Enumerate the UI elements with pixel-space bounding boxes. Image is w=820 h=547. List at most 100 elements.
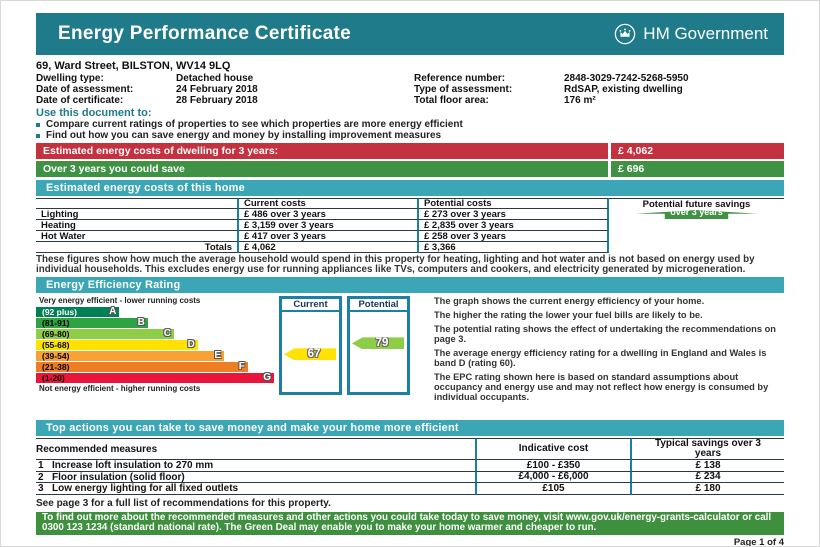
footer-text-post: (standard national rate). The Green Deal… — [107, 522, 597, 534]
bullet-text: Find out how you can save energy and mon… — [46, 129, 442, 141]
eer-paragraph: The average energy efficiency rating for… — [434, 348, 767, 369]
band-letter: E — [214, 350, 222, 362]
eer-paragraph: The higher the rating the lower your fue… — [434, 310, 703, 321]
savings-label: Over 3 years you could save — [36, 161, 608, 177]
action-row-measure: 3 Low energy lighting for all fixed outl… — [36, 483, 477, 495]
band-letter: C — [163, 328, 172, 340]
band-range: (92 plus) — [42, 307, 77, 318]
estimated-costs-label: Estimated energy costs of dwelling for 3… — [36, 143, 608, 159]
savings-house-arrow: You could save £ 696 over 3 years — [635, 206, 758, 219]
action-row-cost: £4,000 - £6,000 — [477, 472, 632, 484]
actions-header-cost: Indicative cost — [477, 438, 632, 461]
band-range: (81-91) — [42, 318, 70, 329]
costs-row-current: £ 3,159 over 3 years — [239, 220, 419, 231]
potential-rating-value: 79 — [375, 337, 389, 350]
current-rating-value: 67 — [307, 348, 321, 361]
action-number: 1 — [38, 460, 44, 472]
eer-band-b: (81-91) B — [36, 317, 148, 329]
costs-totals-label: Totals — [36, 242, 239, 253]
action-number: 3 — [38, 483, 44, 495]
costs-row-name: Lighting — [36, 209, 239, 220]
eer-description: The graph shows the current energy effic… — [410, 296, 784, 418]
eer-paragraph: The EPC rating shown here is based on st… — [434, 372, 769, 403]
action-row-savings: £ 138 — [632, 460, 784, 472]
bullet-square-icon — [36, 133, 40, 138]
action-number: 2 — [38, 471, 44, 483]
dwelling-type-label: Dwelling type: — [36, 73, 104, 84]
use-document-heading: Use this document to: — [36, 107, 152, 119]
eer-paragraph: The graph shows the current energy effic… — [434, 296, 705, 307]
page-number: Page 1 of 4 — [733, 536, 784, 547]
costs-row-name: Hot Water — [36, 231, 239, 242]
energy-efficiency-rating-section: Very energy efficient - lower running co… — [36, 296, 784, 418]
reference-number-value: 2848-3029-7242-5268-5950 — [564, 73, 689, 84]
action-row-savings: £ 180 — [632, 483, 784, 495]
arrow-line: over 3 years — [670, 206, 723, 217]
band-letter: B — [137, 317, 145, 329]
band-letter: D — [187, 339, 195, 351]
current-rating-column: Current 67 — [279, 296, 342, 396]
potential-column-header: Potential — [350, 299, 407, 313]
band-range: (1-20) — [42, 373, 65, 384]
band-range: (55-68) — [42, 340, 70, 351]
eer-paragraph: The potential rating shows the effect of… — [434, 324, 776, 345]
eer-bands: Very energy efficient - lower running co… — [36, 296, 274, 418]
action-measure: Low energy lighting for all fixed outlet… — [52, 483, 239, 495]
actions-header-savings: Typical savings over 3 years — [632, 438, 784, 461]
action-measure: Floor insulation (solid floor) — [52, 471, 185, 483]
costs-row-potential: £ 258 over 3 years — [419, 231, 609, 242]
certificate-header: Energy Performance Certificate HM Govern… — [36, 13, 784, 55]
certificate-date-label: Date of certificate: — [36, 95, 124, 106]
action-measure: Increase loft insulation to 270 mm — [52, 460, 214, 472]
action-row-measure: 2 Floor insulation (solid floor) — [36, 472, 477, 484]
bullet-text: Compare current ratings of properties to… — [46, 119, 463, 130]
assessment-type-value: RdSAP, existing dwelling — [564, 84, 683, 95]
costs-header-potential: Potential costs — [419, 198, 609, 209]
costs-note: These figures show how much the average … — [36, 254, 755, 276]
costs-header-future: Potential future savings — [609, 198, 784, 210]
eer-bottom-label: Not energy efficient - higher running co… — [39, 384, 201, 394]
certificate-date-value: 28 February 2018 — [176, 95, 258, 106]
floor-area-value: 176 m² — [564, 95, 596, 106]
section-actions-title: Top actions you can take to save money a… — [36, 420, 784, 437]
action-row-measure: 1 Increase loft insulation to 270 mm — [36, 460, 477, 472]
action-row-cost: £100 - £350 — [477, 460, 632, 472]
use-document-bullet: Compare current ratings of properties to… — [36, 119, 784, 131]
hm-government-logo: HM Government — [614, 23, 768, 45]
costs-totals-potential: £ 3,366 — [419, 242, 609, 253]
costs-header-current: Current costs — [239, 198, 419, 209]
costs-header-blank — [36, 198, 239, 209]
band-range: (39-54) — [42, 351, 70, 362]
page-title: Energy Performance Certificate — [58, 23, 352, 44]
potential-rating-column: Potential 79 — [347, 296, 410, 396]
current-rating-arrow: 67 — [284, 348, 336, 361]
potential-rating-arrow: 79 — [352, 337, 404, 350]
royal-crest-icon — [615, 23, 636, 45]
costs-row-potential: £ 273 over 3 years — [419, 209, 609, 220]
savings-banner: Over 3 years you could save £ 696 — [36, 161, 784, 177]
actions-header-measures: Recommended measures — [36, 438, 477, 461]
assessment-date-label: Date of assessment: — [36, 84, 134, 95]
action-row-savings: £ 234 — [632, 472, 784, 484]
assessment-date-value: 24 February 2018 — [176, 84, 258, 95]
action-row-cost: £105 — [477, 483, 632, 495]
eer-band-c: (69-80) C — [36, 328, 175, 340]
section-costs-title: Estimated energy costs of this home — [36, 180, 784, 196]
reference-number-label: Reference number: — [414, 73, 506, 84]
savings-value: £ 696 — [611, 161, 784, 177]
property-info-grid: Dwelling type: Detached house Reference … — [36, 73, 784, 106]
eer-band-a: (92 plus) A — [36, 306, 120, 318]
eer-band-e: (39-54) E — [36, 350, 225, 362]
green-footer-box: To find out more about the recommended m… — [36, 511, 784, 535]
costs-row-name: Heating — [36, 220, 239, 231]
band-letter: G — [263, 372, 271, 384]
footer-text-pre: To find out more about the recommended m… — [42, 511, 772, 523]
band-range: (69-80) — [42, 329, 70, 340]
band-range: (21-38) — [42, 362, 70, 373]
footer-phone-number: 0300 123 1234 — [42, 522, 108, 534]
top-actions-table: Recommended measures Indicative cost Typ… — [36, 438, 784, 495]
eer-top-label: Very energy efficient - lower running co… — [39, 296, 201, 306]
eer-band-g: (1-20) G — [36, 372, 274, 384]
energy-costs-table: Current costs Potential costs Potential … — [36, 198, 784, 253]
